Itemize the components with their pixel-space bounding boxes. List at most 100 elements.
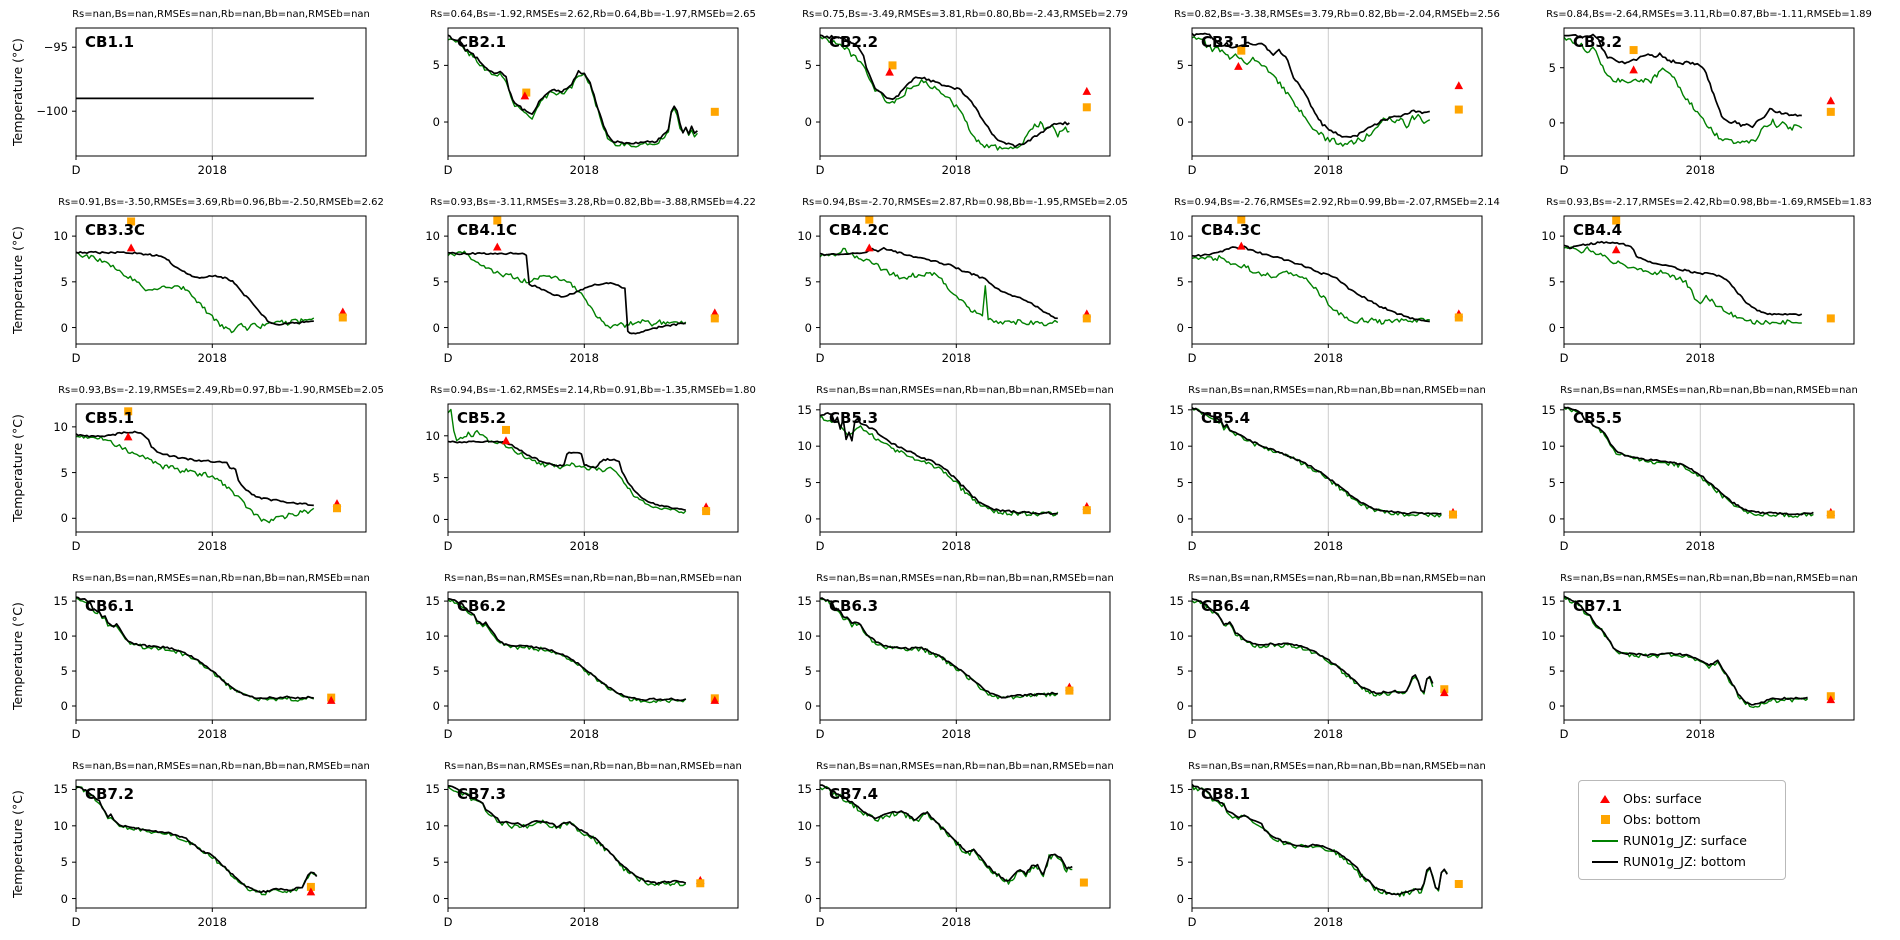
station-label: CB6.2 [457, 597, 507, 615]
x-tick-label: 2018 [1313, 539, 1343, 553]
axes-frame [75, 403, 367, 533]
y-tick-label: 10 [797, 818, 812, 833]
subplot-CB3.3C-canvas [72, 215, 367, 348]
x-tick-label: 2018 [941, 915, 971, 929]
bottom-series-line [820, 412, 1058, 515]
obs-bottom-marker [1612, 216, 1621, 225]
axes-frame [1191, 779, 1483, 909]
bottom-series-line [1564, 406, 1814, 516]
obs-bottom-marker [702, 507, 711, 516]
bottom-series-line [76, 250, 314, 326]
subplot-CB5.2-canvas [444, 403, 739, 536]
subplot-CB2.1-canvas [444, 27, 739, 160]
obs-surface-marker [1826, 695, 1836, 704]
x-tick-label: 2018 [1685, 351, 1715, 365]
axes-frame [75, 27, 367, 157]
subplot-CB2.2-canvas [816, 27, 1111, 160]
obs-surface-marker [1611, 245, 1621, 254]
axes-frame [819, 591, 1111, 721]
x-tick-label: 2018 [569, 351, 599, 365]
axes-frame [447, 591, 739, 721]
obs-surface-marker [126, 243, 136, 252]
y-tick-label: 5 [432, 470, 440, 485]
legend-item-run-bottom: RUN01g_JZ: bottom [1587, 851, 1775, 872]
y-tick-label: 0 [60, 320, 68, 335]
obs-bottom-marker [1454, 880, 1463, 888]
y-tick-label: 15 [1541, 594, 1556, 609]
y-tick-label: 5 [432, 855, 440, 870]
y-tick-label: 5 [1548, 664, 1556, 679]
y-tick-label: 0 [1176, 320, 1184, 335]
surface-series-line [1564, 246, 1802, 325]
obs-surface-marker [1234, 62, 1243, 70]
subplot-CB3.2-canvas [1560, 27, 1855, 160]
subplot-CB5.4-canvas [1188, 403, 1483, 536]
x-tick-label: 2018 [1685, 163, 1715, 177]
subplot-CB4.3C-canvas [1188, 215, 1483, 348]
axes-frame [447, 403, 739, 533]
axes-frame [1191, 403, 1483, 533]
bottom-series-line [1564, 33, 1802, 129]
surface-series-line [76, 252, 315, 334]
x-tick-label: 2018 [1313, 351, 1343, 365]
y-tick-label: 15 [1169, 594, 1184, 609]
y-tick-label: 0 [804, 699, 812, 713]
obs-bottom-marker [1065, 686, 1074, 695]
obs-bottom-square-icon [1587, 815, 1623, 824]
obs-bottom-marker [696, 879, 705, 888]
surface-series-line [1564, 36, 1803, 145]
x-tick-label: D [1187, 163, 1197, 177]
axes-frame [1563, 591, 1855, 721]
x-tick-label: D [1559, 727, 1569, 741]
obs-surface-marker [520, 91, 530, 100]
subplot-CB5.5-canvas [1560, 403, 1855, 536]
bottom-series-line [1192, 32, 1430, 138]
axes-frame [75, 779, 367, 909]
y-axis-label: Temperature (°C) [10, 226, 25, 334]
station-label: CB5.3 [829, 409, 879, 427]
subplot-CB7.3-canvas [444, 779, 739, 912]
y-tick-label: 5 [1176, 855, 1184, 870]
subplot-title: Rs=0.93,Bs=-3.11,RMSEs=3.28,Rb=0.82,Bb=-… [430, 197, 756, 208]
obs-bottom-marker [333, 504, 341, 513]
y-tick-label: 0 [432, 512, 440, 527]
y-tick-label: 5 [1548, 60, 1556, 75]
obs-bottom-marker [493, 216, 502, 225]
y-tick-label: 0 [1548, 511, 1556, 526]
x-tick-label: 2018 [1313, 915, 1343, 929]
subplot-CB6.4-canvas [1188, 591, 1483, 724]
station-label: CB4.1C [457, 221, 518, 239]
x-tick-label: 2018 [569, 915, 599, 929]
axes-frame [1191, 27, 1483, 157]
subplot-CB5.1-canvas [72, 403, 367, 536]
y-tick-label: 10 [1541, 629, 1556, 644]
station-label: CB4.3C [1201, 221, 1262, 239]
x-tick-label: D [71, 915, 81, 929]
station-label: CB2.1 [457, 33, 507, 51]
y-tick-label: 5 [60, 855, 68, 870]
y-tick-label: 0 [432, 115, 440, 130]
y-tick-label: 0 [1176, 891, 1184, 906]
y-tick-label: −95 [43, 40, 68, 55]
x-tick-label: 2018 [941, 727, 971, 741]
legend-label: RUN01g_JZ: bottom [1623, 854, 1746, 869]
obs-bottom-marker [124, 407, 133, 416]
bottom-series-line [1192, 245, 1430, 323]
y-tick-label: 15 [425, 594, 440, 609]
bottom-series-line [820, 246, 1058, 320]
legend-item-run-surface: RUN01g_JZ: surface [1587, 830, 1775, 851]
surface-series-line [448, 38, 698, 148]
station-label: CB6.3 [829, 597, 879, 615]
y-tick-label: 10 [1169, 629, 1184, 644]
x-tick-label: 2018 [941, 163, 971, 177]
x-tick-label: 2018 [1685, 539, 1715, 553]
y-tick-label: 5 [432, 664, 440, 679]
subplot-title: Rs=nan,Bs=nan,RMSEs=nan,Rb=nan,Bb=nan,RM… [444, 573, 742, 584]
surface-series-line [820, 35, 1070, 151]
subplot-title: Rs=nan,Bs=nan,RMSEs=nan,Rb=nan,Bb=nan,RM… [444, 761, 742, 772]
y-tick-label: −100 [36, 104, 68, 119]
y-tick-label: 15 [1541, 402, 1556, 417]
obs-surface-marker [1454, 81, 1464, 90]
x-tick-label: 2018 [197, 727, 227, 741]
subplot-CB7.2-canvas [72, 779, 367, 912]
